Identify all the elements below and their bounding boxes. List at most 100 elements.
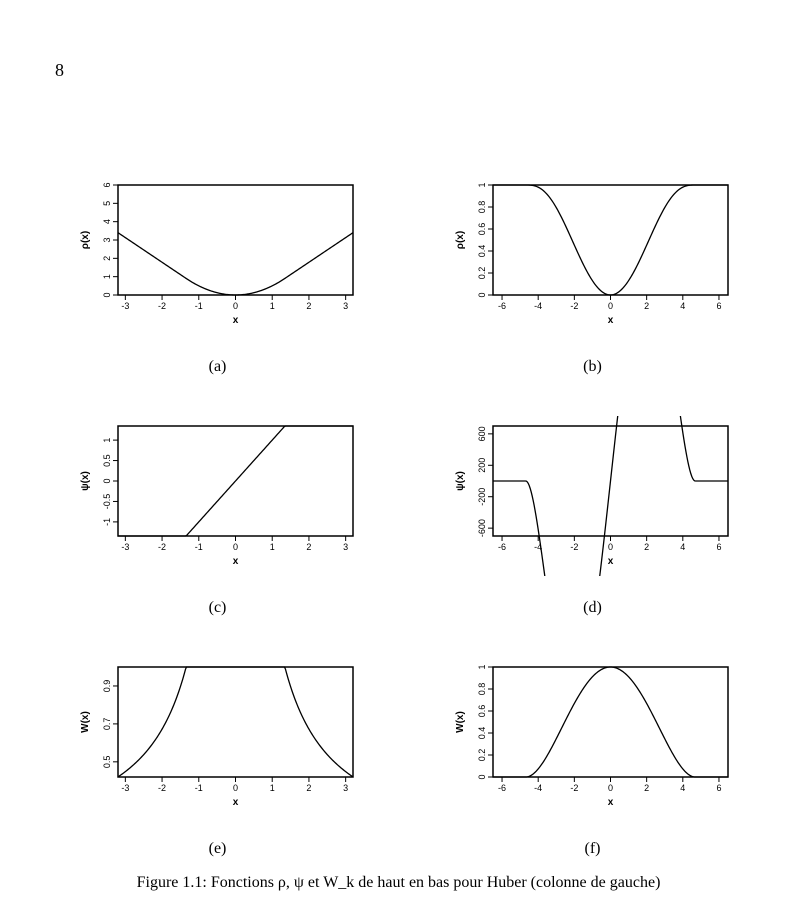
- ytick-label: 1: [102, 274, 112, 279]
- curve: [118, 667, 353, 777]
- panel-label-a: (a): [209, 358, 227, 376]
- panel-label-c: (c): [209, 599, 227, 617]
- ytick-label: 0: [102, 478, 112, 483]
- ytick-label: 6: [102, 182, 112, 187]
- panel-f: -6-4-2024600.20.40.60.81xW(x)(f): [435, 657, 750, 858]
- xtick-label: 2: [306, 301, 311, 311]
- ylabel: W(x): [80, 711, 91, 733]
- xtick-label: 3: [343, 783, 348, 793]
- ytick-label: 2: [102, 256, 112, 261]
- xtick-label: 0: [607, 783, 612, 793]
- xtick-label: 0: [232, 783, 237, 793]
- xtick-label: -1: [194, 301, 202, 311]
- plot-svg-c: -3-2-10123-1-0.500.51xψ(x): [68, 416, 368, 576]
- ytick-label: 0.5: [102, 756, 112, 769]
- plot-d: -6-4-20246-600-200200600xψ(x): [443, 416, 743, 581]
- curve: [493, 185, 728, 295]
- plot-svg-b: -6-4-2024600.20.40.60.81xρ(x): [443, 175, 743, 335]
- xtick-label: 3: [343, 542, 348, 552]
- xtick-label: 1: [269, 301, 274, 311]
- xtick-label: -2: [570, 542, 578, 552]
- xtick-label: -4: [534, 542, 542, 552]
- ytick-label: -0.5: [102, 494, 112, 510]
- ylabel: ρ(x): [80, 231, 91, 249]
- xtick-label: -6: [498, 783, 506, 793]
- xtick-label: 0: [232, 301, 237, 311]
- ytick-label: 1: [102, 438, 112, 443]
- xtick-label: 2: [644, 542, 649, 552]
- xtick-label: -2: [158, 301, 166, 311]
- curve: [493, 667, 728, 777]
- figure-caption: Figure 1.1: Fonctions ρ, ψ et W_k de hau…: [0, 874, 797, 892]
- xtick-label: 0: [232, 542, 237, 552]
- xlabel: x: [232, 556, 238, 567]
- xtick-label: 4: [680, 301, 685, 311]
- xtick-label: 4: [680, 783, 685, 793]
- ytick-label: 0.2: [477, 749, 487, 762]
- plot-grid: -3-2-101230123456xρ(x)(a)-6-4-2024600.20…: [60, 175, 750, 858]
- xtick-label: -3: [121, 783, 129, 793]
- ytick-label: 0.7: [102, 718, 112, 731]
- ylabel: ψ(x): [80, 471, 91, 491]
- xlabel: x: [607, 315, 613, 326]
- panel-label-f: (f): [585, 840, 601, 858]
- ytick-label: -600: [477, 519, 487, 537]
- plot-border: [493, 185, 728, 295]
- xtick-label: -4: [534, 783, 542, 793]
- ytick-label: 1: [477, 664, 487, 669]
- xtick-label: 4: [680, 542, 685, 552]
- xlabel: x: [607, 556, 613, 567]
- ytick-label: 0.9: [102, 680, 112, 693]
- xtick-label: -3: [121, 542, 129, 552]
- ytick-label: 0.8: [477, 201, 487, 214]
- xtick-label: -4: [534, 301, 542, 311]
- plot-border: [118, 185, 353, 295]
- xtick-label: -2: [158, 542, 166, 552]
- panel-a: -3-2-101230123456xρ(x)(a): [60, 175, 375, 376]
- xlabel: x: [232, 315, 238, 326]
- ytick-label: 0.6: [477, 705, 487, 718]
- ytick-label: 4: [102, 219, 112, 224]
- panel-e: -3 -2 -1 0 1 2 3 0.5 0.7 0.9 x W(x) (e): [60, 657, 375, 858]
- plot-svg-e: -3 -2 -1 0 1 2 3 0.5 0.7 0.9 x W(x): [68, 657, 368, 817]
- curve: [118, 233, 353, 295]
- xtick-label: 0: [607, 301, 612, 311]
- xtick-label: 3: [343, 301, 348, 311]
- xtick-label: 1: [269, 783, 274, 793]
- curve: [493, 416, 728, 576]
- ytick-label: -1: [102, 518, 112, 526]
- ylabel: ρ(x): [455, 231, 466, 249]
- ytick-label: 0.2: [477, 267, 487, 280]
- xtick-label: 2: [306, 783, 311, 793]
- xtick-label: 0: [607, 542, 612, 552]
- ytick-label: 0: [477, 292, 487, 297]
- ytick-label: 0.4: [477, 727, 487, 740]
- xtick-label: 6: [716, 783, 721, 793]
- ytick-label: 3: [102, 237, 112, 242]
- ytick-label: 0.6: [477, 223, 487, 236]
- plot-svg-f: -6-4-2024600.20.40.60.81xW(x): [443, 657, 743, 817]
- ytick-label: 200: [477, 458, 487, 473]
- plot-a: -3-2-101230123456xρ(x): [68, 175, 368, 340]
- xlabel: x: [232, 797, 238, 808]
- ytick-label: -200: [477, 488, 487, 506]
- page: 8 -3-2-101230123456xρ(x)(a)-6-4-2024600.…: [0, 0, 797, 898]
- xtick-label: -2: [570, 301, 578, 311]
- plot-svg-d: -6-4-20246-600-200200600xψ(x): [443, 416, 743, 576]
- plot-f: -6-4-2024600.20.40.60.81xW(x): [443, 657, 743, 822]
- ytick-label: 1: [477, 182, 487, 187]
- panel-label-d: (d): [583, 599, 602, 617]
- xtick-label: -1: [194, 783, 202, 793]
- xlabel: x: [607, 797, 613, 808]
- xtick-label: 6: [716, 542, 721, 552]
- curve: [118, 426, 353, 536]
- xtick-label: 2: [306, 542, 311, 552]
- page-number: 8: [55, 60, 64, 81]
- xtick-label: -2: [158, 783, 166, 793]
- xtick-label: -6: [498, 301, 506, 311]
- plot-c: -3-2-10123-1-0.500.51xψ(x): [68, 416, 368, 581]
- panel-label-e: (e): [209, 840, 227, 858]
- plot-b: -6-4-2024600.20.40.60.81xρ(x): [443, 175, 743, 340]
- plot-svg-a: -3-2-101230123456xρ(x): [68, 175, 368, 335]
- ytick-label: 0: [477, 774, 487, 779]
